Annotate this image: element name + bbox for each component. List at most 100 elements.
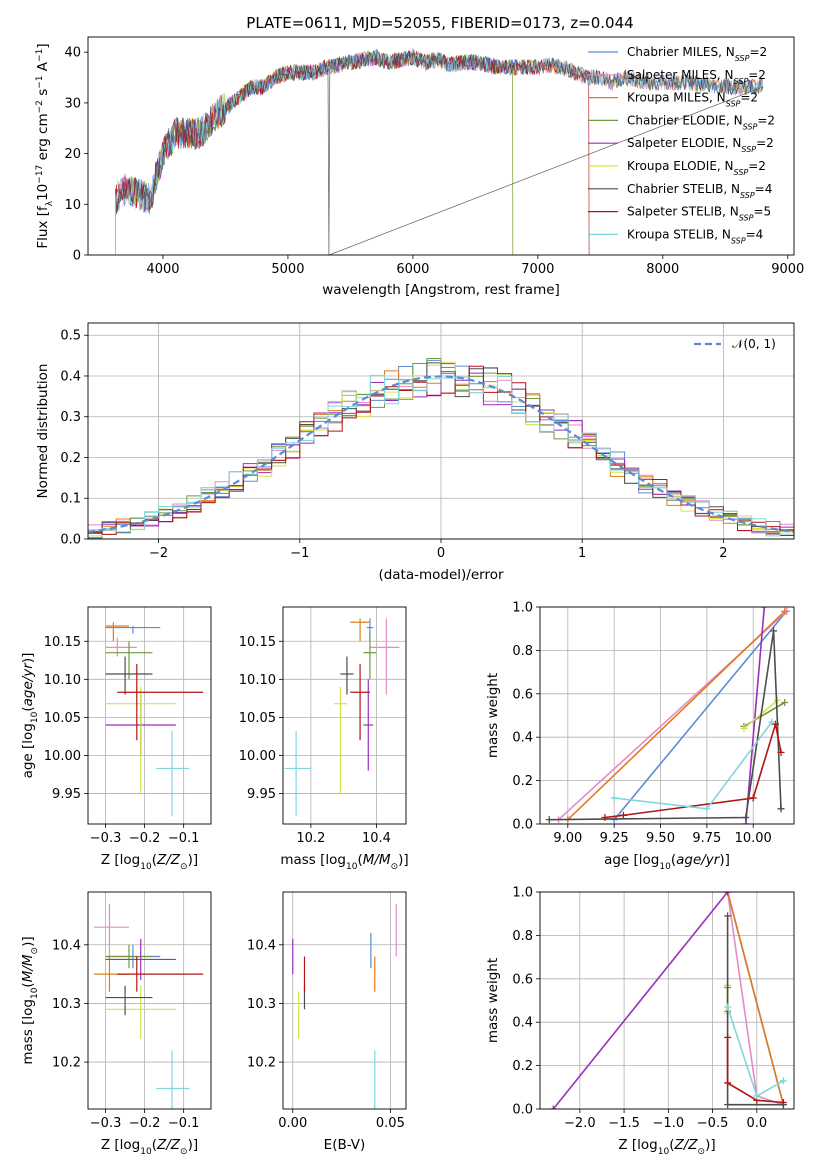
age-vs-Z-panel: −0.3 −0.2 −0.1 9.95 10.00 10.05 10.10 10.15 Z [l… — [20, 606, 212, 872]
x-tick-label: 2 — [719, 546, 727, 561]
x-tick-label: −0.3 — [90, 831, 122, 846]
x-tick-label: 9.00 — [553, 831, 582, 846]
axes-frame — [282, 606, 407, 825]
x-tick-label: 5000 — [271, 262, 304, 277]
y-tick-label: 0.0 — [512, 818, 533, 833]
y-tick-label: 20 — [64, 147, 81, 162]
gaussian-curve — [88, 375, 794, 533]
weight-marker — [781, 607, 789, 615]
weight-marker — [779, 1098, 787, 1106]
axes-frame — [87, 36, 795, 256]
spectrum-panel: 4000 5000 6000 7000 8000 9000 0 10 20 30 40 wavelen… — [35, 36, 804, 298]
weight-marker — [777, 805, 785, 813]
weight-marker — [777, 748, 785, 756]
weight-marker — [781, 698, 789, 706]
weight-marker — [610, 794, 618, 802]
weight-marker — [703, 805, 711, 813]
weight-marker — [724, 1079, 732, 1087]
weight-line-kroupa-miles — [726, 892, 785, 1105]
y-tick-label: 0.2 — [512, 774, 533, 789]
x-axis-label: Z [log10(Z/Z⊙)] — [618, 1137, 715, 1157]
weight-marker — [724, 912, 732, 920]
x-tick-label: 0.00 — [278, 1116, 307, 1131]
x-tick-label: 9.75 — [692, 831, 721, 846]
x-tick-label: 7000 — [521, 262, 554, 277]
figure-title: PLATE=0611, MJD=52055, FIBERID=0173, z=0… — [246, 14, 633, 32]
x-axis-label: age [log10(age/yr)] — [604, 852, 730, 872]
x-axis-label: Z [log10(Z/Z⊙)] — [101, 852, 198, 872]
x-axis-label: E(B-V) — [324, 1137, 366, 1153]
mass-vs-Z-panel: −0.3 −0.2 −0.1 10.2 10.3 10.4 Z [log10(Z/Z⊙)] m… — [20, 891, 212, 1157]
y-tick-label: 1.0 — [512, 601, 533, 616]
y-tick-label: 0.2 — [512, 1059, 533, 1074]
x-tick-label: 9000 — [771, 262, 804, 277]
y-tick-label: 1.0 — [512, 886, 533, 901]
y-tick-label: 0.3 — [60, 410, 81, 425]
x-tick-label: −0.3 — [90, 1116, 122, 1131]
y-tick-label: 0.6 — [512, 687, 533, 702]
y-tick-label: 10 — [64, 198, 81, 213]
weight-marker — [742, 813, 750, 821]
weight-line-salpeter-elodie — [552, 892, 729, 1109]
x-tick-label: 0.0 — [746, 1116, 767, 1131]
legend-entry: Salpeter ELODIE, NSSP=2 — [627, 136, 774, 154]
x-tick-label: −1.5 — [608, 1116, 640, 1131]
weight-marker — [742, 820, 750, 824]
y-axis-label: Flux [fλ10−17 erg cm−2 s−1 A−1] — [35, 43, 55, 248]
x-axis-label: wavelength [Angstrom, rest frame] — [322, 282, 560, 298]
x-tick-label: −1 — [290, 546, 309, 561]
y-tick-label: 0.6 — [512, 972, 533, 987]
x-tick-label: −2.0 — [564, 1116, 596, 1131]
x-tick-label: −0.1 — [168, 1116, 200, 1131]
y-axis-label: Normed distribution — [35, 364, 51, 499]
axes-frame — [539, 891, 795, 1110]
weight-marker — [724, 1003, 732, 1011]
y-tick-label: 10.10 — [239, 673, 276, 688]
y-axis-label: mass weight — [485, 958, 501, 1043]
weight-marker — [549, 1105, 557, 1109]
legend-entry: Salpeter MILES, NSSP=2 — [627, 68, 766, 86]
y-tick-label: 0.0 — [60, 533, 81, 548]
x-tick-label: 1 — [578, 546, 586, 561]
weight-marker — [771, 720, 779, 728]
x-tick-label: 10.4 — [362, 831, 391, 846]
histogram-kroupa-stelib — [88, 374, 794, 539]
legend-entry: Salpeter STELIB, NSSP=5 — [627, 205, 771, 223]
weight-line-salpeter-stelib — [604, 723, 782, 819]
weight-marker — [770, 627, 778, 635]
legend-entry: Kroupa STELIB, NSSP=4 — [627, 227, 763, 245]
x-tick-label: −0.5 — [697, 1116, 729, 1131]
weight-line-chabrier-miles — [613, 610, 788, 821]
x-tick-label: 10.2 — [296, 831, 325, 846]
weight-marker — [753, 1092, 761, 1100]
axes-frame — [282, 891, 407, 1110]
weight-marker — [749, 794, 757, 802]
y-tick-label: 10.3 — [247, 997, 276, 1012]
chart-panels: 4000 5000 6000 7000 8000 9000010203040wavelen… — [20, 36, 804, 1157]
histogram-salpeter-elodie — [88, 363, 794, 539]
error-bars — [105, 622, 204, 817]
y-tick-label: 10.05 — [239, 711, 276, 726]
y-tick-label: 10.2 — [247, 1056, 276, 1071]
y-tick-label: 10.4 — [247, 938, 276, 953]
y-tick-label: 0.2 — [60, 451, 81, 466]
y-tick-label: 0.8 — [512, 644, 533, 659]
weight-vs-Z-panel: −2.0 −1.5 −1.0 −0.5 0.0 0.0 0.2 0.4 0.6 0.8 1.0 Z [… — [485, 886, 795, 1157]
weight-marker — [724, 1101, 732, 1109]
y-tick-label: 9.95 — [52, 787, 81, 802]
x-tick-label: 9.50 — [646, 831, 675, 846]
y-tick-label: 0 — [73, 249, 81, 264]
x-tick-label: 0.05 — [376, 1116, 405, 1131]
weight-marker — [760, 607, 768, 611]
legend-entry: Kroupa ELODIE, NSSP=2 — [627, 159, 766, 177]
legend-entry: Chabrier STELIB, NSSP=4 — [627, 182, 772, 200]
y-tick-label: 10.3 — [52, 997, 81, 1012]
spectrum-line-salpeter-stelib — [115, 48, 590, 255]
spectrum-line-chabrier-stelib — [115, 48, 764, 255]
weight-marker — [779, 1077, 787, 1085]
legend-entry: Chabrier ELODIE, NSSP=2 — [627, 113, 775, 130]
y-tick-label: 9.95 — [247, 787, 276, 802]
y-tick-label: 10.4 — [52, 938, 81, 953]
y-tick-label: 0.0 — [512, 1103, 533, 1118]
